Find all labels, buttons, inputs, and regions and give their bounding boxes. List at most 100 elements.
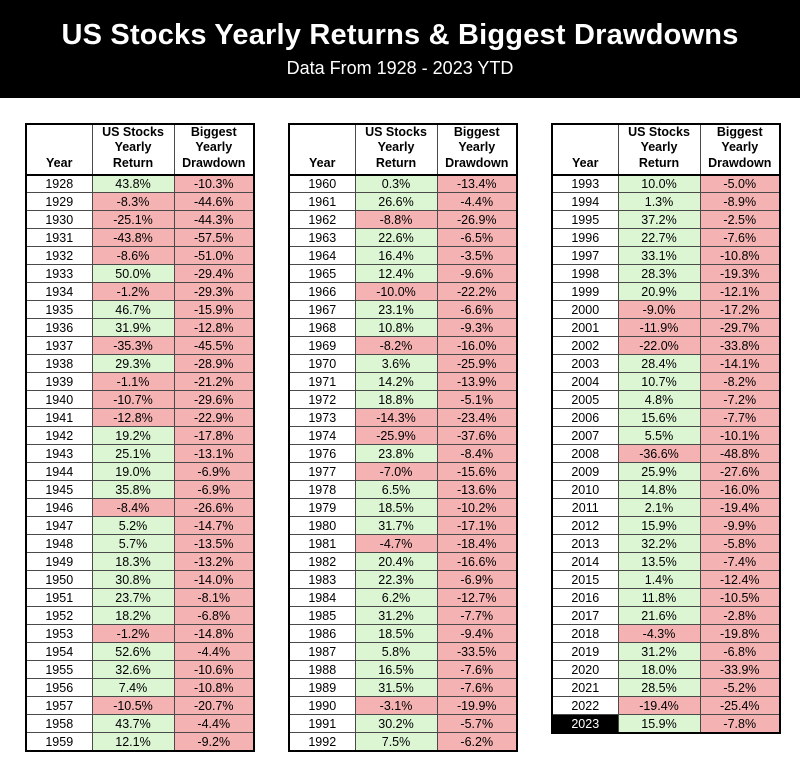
table-row: 1930 -25.1% -44.3%: [25, 210, 255, 230]
year-cell: 1993: [551, 174, 619, 194]
table-row: 2022 -19.4% -25.4%: [551, 696, 781, 716]
table-row: 2014 13.5% -7.4%: [551, 552, 781, 572]
drawdown-cell: -13.2%: [173, 552, 255, 572]
drawdown-cell: -44.6%: [173, 192, 255, 212]
return-cell: -8.8%: [354, 210, 438, 230]
table-row: 1969 -8.2% -16.0%: [288, 336, 518, 356]
year-cell: 1954: [25, 642, 93, 662]
table-row: 1995 37.2% -2.5%: [551, 210, 781, 230]
drawdown-cell: -15.6%: [436, 462, 518, 482]
return-cell: 50.0%: [91, 264, 175, 284]
drawdown-cell: -9.3%: [436, 318, 518, 338]
table-row: 1934 -1.2% -29.3%: [25, 282, 255, 302]
drawdown-cell: -9.4%: [436, 624, 518, 644]
return-cell: -22.0%: [617, 336, 701, 356]
table-row: 1965 12.4% -9.6%: [288, 264, 518, 284]
table-row: 2006 15.6% -7.7%: [551, 408, 781, 428]
year-cell: 1950: [25, 570, 93, 590]
year-cell: 1935: [25, 300, 93, 320]
year-cell: 1969: [288, 336, 356, 356]
drawdown-cell: -19.4%: [699, 498, 781, 518]
year-cell: 1959: [25, 732, 93, 752]
return-cell: -8.2%: [354, 336, 438, 356]
table-row: 2000 -9.0% -17.2%: [551, 300, 781, 320]
year-cell: 1945: [25, 480, 93, 500]
return-cell: 14.8%: [617, 480, 701, 500]
header-row: Year US Stocks Yearly Return Biggest Yearl…: [288, 123, 518, 176]
return-cell: 32.6%: [91, 660, 175, 680]
year-cell: 1929: [25, 192, 93, 212]
table-row: 1928 43.8% -10.3%: [25, 174, 255, 194]
year-cell: 2019: [551, 642, 619, 662]
table-row: 1973 -14.3% -23.4%: [288, 408, 518, 428]
return-cell: 30.8%: [91, 570, 175, 590]
table-row: 1986 18.5% -9.4%: [288, 624, 518, 644]
drawdown-cell: -4.4%: [173, 642, 255, 662]
return-cell: -8.6%: [91, 246, 175, 266]
drawdown-cell: -19.9%: [436, 696, 518, 716]
table-row: 1992 7.5% -6.2%: [288, 732, 518, 752]
year-cell: 1977: [288, 462, 356, 482]
table-row: 2018 -4.3% -19.8%: [551, 624, 781, 644]
drawdown-cell: -29.6%: [173, 390, 255, 410]
table-row: 2013 32.2% -5.8%: [551, 534, 781, 554]
year-cell: 2000: [551, 300, 619, 320]
drawdown-cell: -23.4%: [436, 408, 518, 428]
return-cell: 18.5%: [354, 498, 438, 518]
year-cell: 2021: [551, 678, 619, 698]
drawdown-cell: -8.2%: [699, 372, 781, 392]
return-cell: -25.9%: [354, 426, 438, 446]
table-row: 1994 1.3% -8.9%: [551, 192, 781, 212]
year-cell: 2015: [551, 570, 619, 590]
table-row: 2021 28.5% -5.2%: [551, 678, 781, 698]
drawdown-cell: -16.0%: [699, 480, 781, 500]
drawdown-cell: -7.6%: [436, 660, 518, 680]
table-row: 2002 -22.0% -33.8%: [551, 336, 781, 356]
year-cell: 1983: [288, 570, 356, 590]
header-row: Year US Stocks Yearly Return Biggest Yearl…: [25, 123, 255, 176]
table-row: 1952 18.2% -6.8%: [25, 606, 255, 626]
return-cell: 15.9%: [617, 516, 701, 536]
drawdown-cell: -4.4%: [173, 714, 255, 734]
drawdown-cell: -20.7%: [173, 696, 255, 716]
year-cell: 2005: [551, 390, 619, 410]
table-row: 2007 5.5% -10.1%: [551, 426, 781, 446]
table-row: 1974 -25.9% -37.6%: [288, 426, 518, 446]
year-cell: 1958: [25, 714, 93, 734]
return-cell: 22.7%: [617, 228, 701, 248]
drawdown-cell: -12.7%: [436, 588, 518, 608]
return-cell: 13.5%: [617, 552, 701, 572]
drawdown-cell: -7.6%: [699, 228, 781, 248]
year-cell: 1999: [551, 282, 619, 302]
drawdown-cell: -8.1%: [173, 588, 255, 608]
table-row: 1996 22.7% -7.6%: [551, 228, 781, 248]
drawdown-cell: -25.4%: [699, 696, 781, 716]
drawdown-cell: -6.9%: [436, 570, 518, 590]
drawdown-cell: -17.1%: [436, 516, 518, 536]
table-row: 2003 28.4% -14.1%: [551, 354, 781, 374]
year-cell: 2012: [551, 516, 619, 536]
drawdown-cell: -3.5%: [436, 246, 518, 266]
return-cell: 11.8%: [617, 588, 701, 608]
table-row: 1936 31.9% -12.8%: [25, 318, 255, 338]
drawdown-cell: -7.4%: [699, 552, 781, 572]
year-cell: 1982: [288, 552, 356, 572]
year-cell: 1987: [288, 642, 356, 662]
drawdown-cell: -13.4%: [436, 174, 518, 194]
table-row: 1961 26.6% -4.4%: [288, 192, 518, 212]
drawdown-cell: -12.1%: [699, 282, 781, 302]
return-cell: 22.6%: [354, 228, 438, 248]
drawdown-cell: -16.6%: [436, 552, 518, 572]
table-row: 1941 -12.8% -22.9%: [25, 408, 255, 428]
table-row: 1982 20.4% -16.6%: [288, 552, 518, 572]
drawdown-cell: -2.5%: [699, 210, 781, 230]
drawdown-cell: -6.8%: [699, 642, 781, 662]
year-cell: 1932: [25, 246, 93, 266]
return-cell: 18.3%: [91, 552, 175, 572]
drawdown-cell: -19.3%: [699, 264, 781, 284]
year-cell: 1995: [551, 210, 619, 230]
table-row: 1963 22.6% -6.5%: [288, 228, 518, 248]
return-cell: -10.0%: [354, 282, 438, 302]
table-row: 1966 -10.0% -22.2%: [288, 282, 518, 302]
table-row: 1978 6.5% -13.6%: [288, 480, 518, 500]
